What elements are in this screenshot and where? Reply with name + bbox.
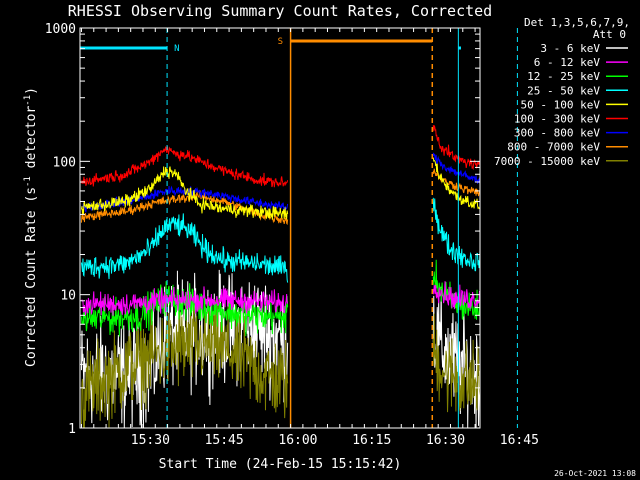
series-7000-15000keV-seg2 [432, 313, 480, 413]
y-tick-label: 1000 [45, 22, 76, 37]
series-7000-15000keV-seg1 [80, 299, 289, 428]
legend-label: 25 - 50 keV [527, 84, 600, 97]
series-50-100keV-seg1 [80, 166, 289, 220]
legend-label: 12 - 25 keV [527, 70, 600, 83]
y-tick-label: 10 [60, 289, 76, 304]
legend-label: 800 - 7000 keV [507, 141, 600, 154]
series-100-300keV-seg2 [432, 125, 480, 171]
series-25-50keV-seg2 [432, 197, 480, 272]
x-tick-label: 15:30 [131, 433, 170, 448]
legend-label: 300 - 800 keV [514, 127, 600, 140]
series-6-12keV-seg2 [432, 281, 480, 310]
x-tick-label: 16:15 [352, 433, 391, 448]
x-tick-label: 16:45 [500, 433, 539, 448]
series-800-7000keV-seg1 [80, 190, 289, 226]
legend-label: 50 - 100 keV [521, 98, 601, 111]
y-tick-label: 1 [68, 422, 76, 437]
x-tick-label: 15:45 [205, 433, 244, 448]
legend-header-line2: Att 0 [593, 28, 626, 41]
y-axis-label: Corrected Count Rate (s-1 detector-1) [23, 87, 39, 367]
series-100-300keV-seg1 [80, 145, 289, 188]
legend-label: 6 - 12 keV [534, 56, 601, 69]
timestamp: 26-Oct-2021 13:08 [554, 469, 636, 478]
legend-label: 7000 - 15000 keV [494, 155, 600, 168]
series-300-800keV-seg2 [432, 152, 480, 186]
legend-header-line1: Det 1,3,5,6,7,9, [524, 16, 630, 29]
y-tick-label: 100 [53, 155, 76, 170]
plot-frame [79, 27, 481, 429]
data-layer [80, 125, 480, 428]
legend-label: 3 - 6 keV [540, 42, 600, 55]
x-axis-label: Start Time (24-Feb-15 15:15:42) [159, 457, 402, 472]
x-tick-label: 16:00 [278, 433, 317, 448]
night-label: N [174, 44, 179, 54]
series-6-12keV-seg1 [81, 286, 289, 316]
chart-title: RHESSI Observing Summary Count Rates, Co… [68, 2, 492, 20]
x-tick-label: 16:30 [426, 433, 465, 448]
legend-label: 100 - 300 keV [514, 113, 600, 126]
series-25-50keV-seg1 [80, 213, 289, 283]
saa-label: S [278, 37, 283, 47]
axes-layer: 1 10 100 1000 15:30 15:45 16:00 16:15 16:30 16:45 [45, 22, 539, 448]
series-50-100keV-seg2 [432, 157, 480, 210]
